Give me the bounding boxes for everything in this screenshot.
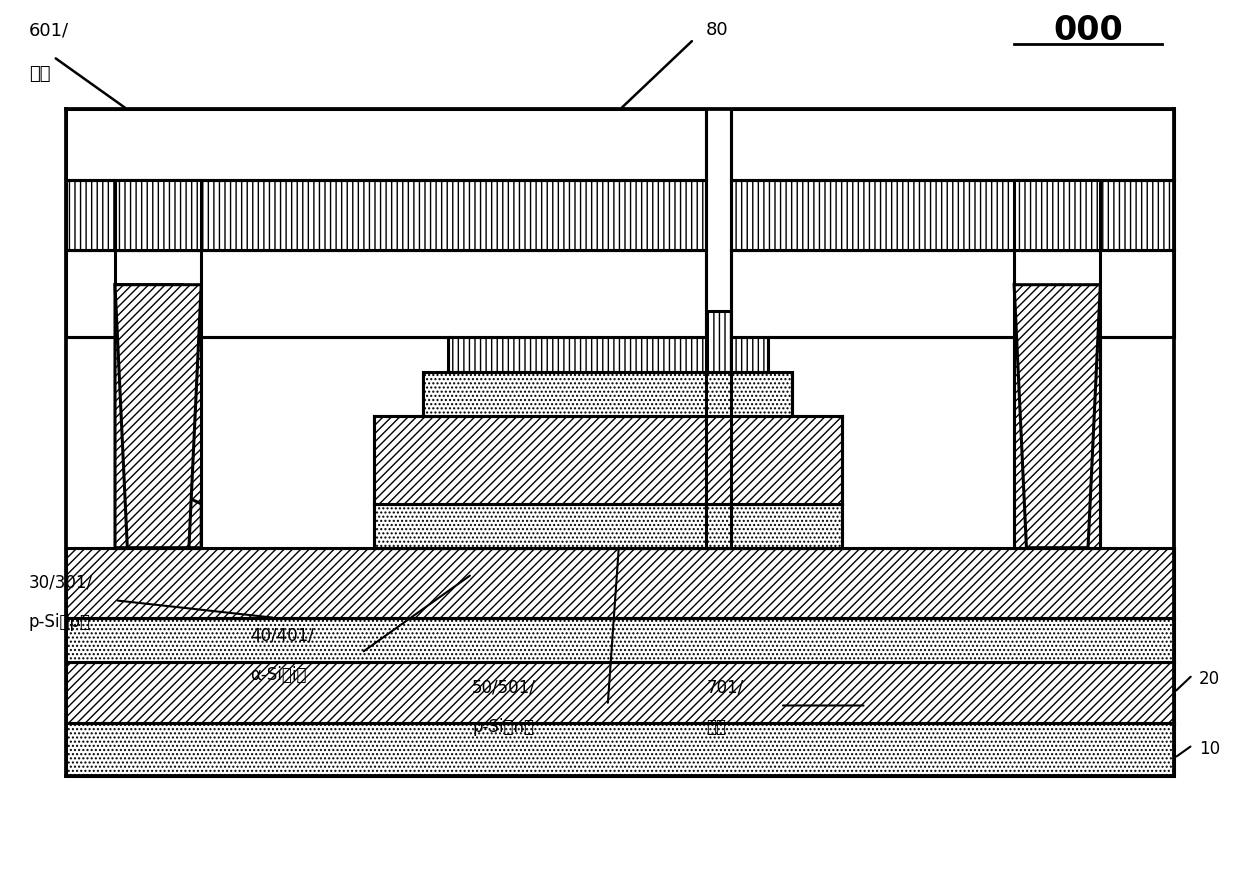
Bar [66, 250, 707, 337]
Bar [730, 180, 1174, 250]
Text: 30/301/: 30/301/ [29, 573, 93, 592]
Text: 50/501/: 50/501/ [472, 679, 536, 697]
Bar [115, 180, 201, 250]
Bar [730, 250, 1174, 337]
Bar [373, 504, 842, 548]
Text: 701/: 701/ [707, 679, 744, 697]
Bar [842, 337, 1174, 548]
Bar [66, 337, 373, 548]
Text: α-Si（i）: α-Si（i） [250, 666, 308, 684]
Bar [115, 285, 201, 548]
Bar [842, 337, 1174, 548]
Text: p-Si（n）: p-Si（n） [472, 719, 534, 736]
Bar [66, 618, 1174, 662]
Text: 阳极: 阳极 [29, 65, 51, 83]
Bar [66, 250, 448, 373]
Bar [66, 723, 1174, 775]
Bar [730, 110, 1174, 180]
Text: 阴极: 阴极 [707, 719, 727, 736]
Bar [66, 250, 707, 337]
Bar [66, 548, 1174, 618]
Polygon shape [115, 285, 201, 548]
Text: 20: 20 [1199, 670, 1220, 689]
Text: 80: 80 [707, 21, 729, 40]
Bar [373, 416, 842, 504]
Text: 000: 000 [1053, 14, 1123, 47]
Text: 10: 10 [1199, 741, 1220, 758]
Bar [448, 311, 768, 373]
Text: p-Si（p）: p-Si（p） [29, 613, 91, 631]
Bar [768, 250, 1174, 373]
Bar [423, 373, 792, 416]
Bar [1014, 285, 1100, 548]
Polygon shape [1014, 285, 1100, 548]
Bar [66, 662, 1174, 723]
Bar [66, 110, 707, 180]
Bar [66, 337, 373, 548]
Polygon shape [115, 285, 201, 548]
Text: 40/401/: 40/401/ [250, 627, 315, 644]
Bar [1014, 180, 1100, 250]
Bar [66, 180, 707, 250]
Text: 601/: 601/ [29, 21, 69, 40]
